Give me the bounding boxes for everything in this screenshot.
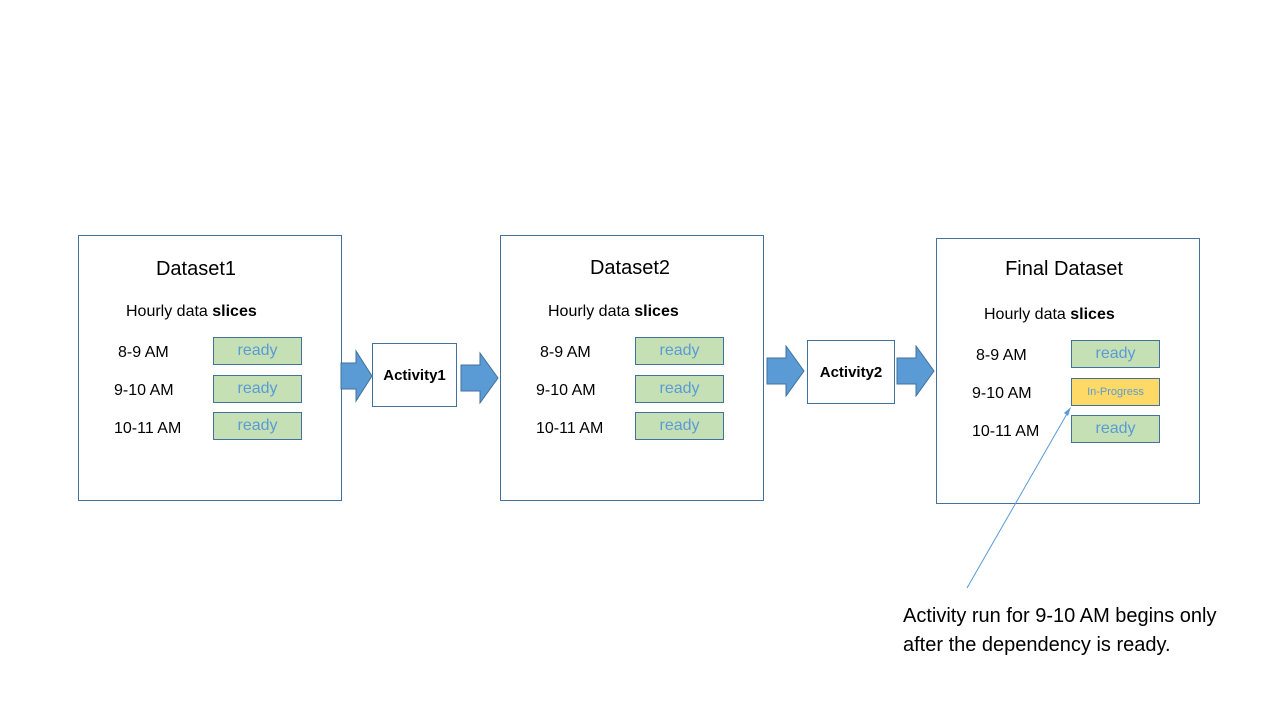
flow-arrow-icon [460, 351, 499, 405]
slice-label: 8-9 AM [976, 347, 1027, 364]
slice-label: 8-9 AM [118, 344, 169, 361]
callout-note: Activity run for 9-10 AM begins only aft… [903, 605, 1217, 656]
dataset2-box: Dataset2 Hourly data slices 8-9 AM ready… [500, 235, 764, 501]
slice-label: 8-9 AM [540, 344, 591, 361]
dataset-subtitle: Hourly data slices [126, 303, 257, 320]
flow-arrow-icon [766, 345, 805, 397]
flow-arrow-icon [340, 349, 373, 403]
dataset-subtitle: Hourly data slices [984, 306, 1115, 323]
dataset-title: Dataset2 [589, 257, 671, 279]
final-dataset-box: Final Dataset Hourly data slices 8-9 AM … [936, 238, 1200, 504]
dataset-title: Final Dataset [1005, 258, 1123, 280]
dataset-title: Dataset1 [155, 258, 237, 280]
dataset1-box: Dataset1 Hourly data slices 8-9 AM ready… [78, 235, 342, 501]
slice-label: 9-10 AM [536, 382, 596, 399]
slice-label: 9-10 AM [972, 385, 1032, 402]
slice-status-in-progress: In-Progress [1071, 378, 1160, 406]
slice-status: ready [1071, 340, 1160, 368]
slice-status: ready [635, 375, 724, 403]
activity1-box: Activity1 [372, 343, 457, 407]
slice-label: 10-11 AM [972, 423, 1040, 440]
slice-label: 10-11 AM [536, 420, 604, 437]
slice-status: ready [635, 412, 724, 440]
slice-label: 10-11 AM [114, 420, 182, 437]
slice-status: ready [213, 337, 302, 365]
slice-status: ready [213, 412, 302, 440]
activity2-box: Activity2 [807, 340, 895, 404]
flow-arrow-icon [896, 345, 935, 397]
dataset-subtitle: Hourly data slices [548, 303, 679, 320]
slice-status: ready [1071, 415, 1160, 443]
slice-status: ready [635, 337, 724, 365]
slice-status: ready [213, 375, 302, 403]
slice-label: 9-10 AM [114, 382, 174, 399]
